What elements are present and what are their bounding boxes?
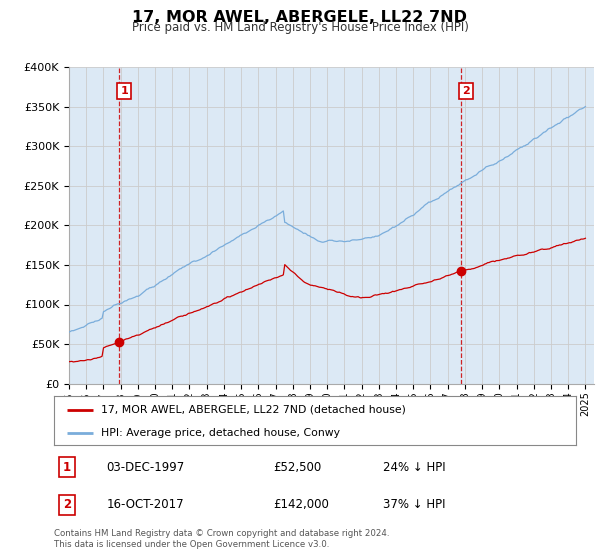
Text: 24% ↓ HPI: 24% ↓ HPI xyxy=(383,461,445,474)
Text: 16-OCT-2017: 16-OCT-2017 xyxy=(106,498,184,511)
Text: 17, MOR AWEL, ABERGELE, LL22 7ND (detached house): 17, MOR AWEL, ABERGELE, LL22 7ND (detach… xyxy=(101,405,406,415)
Text: 17, MOR AWEL, ABERGELE, LL22 7ND: 17, MOR AWEL, ABERGELE, LL22 7ND xyxy=(133,10,467,25)
Text: Contains HM Land Registry data © Crown copyright and database right 2024.
This d: Contains HM Land Registry data © Crown c… xyxy=(54,529,389,549)
Text: 1: 1 xyxy=(63,461,71,474)
Text: £52,500: £52,500 xyxy=(273,461,322,474)
Text: 03-DEC-1997: 03-DEC-1997 xyxy=(106,461,184,474)
Text: 1: 1 xyxy=(121,86,128,96)
Text: HPI: Average price, detached house, Conwy: HPI: Average price, detached house, Conw… xyxy=(101,428,340,438)
Text: 2: 2 xyxy=(463,86,470,96)
Text: 37% ↓ HPI: 37% ↓ HPI xyxy=(383,498,445,511)
Text: Price paid vs. HM Land Registry's House Price Index (HPI): Price paid vs. HM Land Registry's House … xyxy=(131,21,469,34)
Text: £142,000: £142,000 xyxy=(273,498,329,511)
Text: 2: 2 xyxy=(63,498,71,511)
